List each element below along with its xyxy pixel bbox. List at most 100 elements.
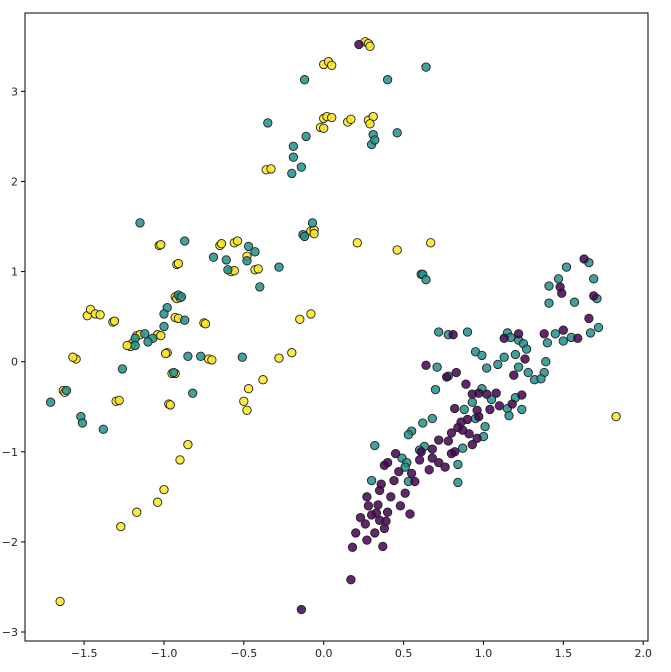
scatter-point [309, 229, 319, 239]
y-tick-label: −2 [2, 536, 18, 549]
scatter-point [450, 403, 460, 414]
scatter-point [521, 344, 532, 354]
scatter-point [421, 62, 431, 72]
scatter-point [573, 333, 583, 343]
scatter-point [135, 218, 145, 228]
scatter-point [382, 75, 393, 85]
scatter-point [370, 528, 380, 538]
scatter-point [446, 448, 457, 459]
scatter-point [299, 231, 310, 242]
scatter-point [430, 384, 441, 395]
scatter-point [520, 354, 530, 364]
scatter-point [208, 252, 219, 262]
scatter-point [183, 439, 193, 450]
scatter-point [362, 492, 372, 502]
scatter-point [296, 604, 307, 615]
x-tick-label: 1.0 [475, 647, 493, 660]
scatter-point [306, 309, 316, 319]
y-tick-label: 0 [11, 356, 18, 369]
scatter-point [462, 327, 473, 337]
scatter-point [611, 411, 621, 422]
scatter-point [175, 455, 185, 465]
scatter-point [379, 460, 390, 470]
scatter-point [584, 313, 594, 324]
scatter-point [159, 309, 169, 319]
scatter-point [472, 433, 482, 443]
y-tick-label: 2 [11, 175, 18, 188]
scatter-point [558, 325, 568, 335]
scatter-point [288, 152, 299, 162]
scatter-point [461, 379, 471, 389]
scatter-point [366, 510, 377, 520]
scatter-point [541, 357, 551, 367]
scatter-point [416, 447, 426, 457]
scatter-point [366, 475, 377, 486]
scatter-point [448, 330, 458, 340]
scatter-point [183, 351, 193, 361]
scatter-point [427, 413, 437, 424]
scatter-point [421, 275, 431, 285]
scatter-point [569, 297, 580, 307]
scatter-point [159, 484, 169, 495]
scatter-point [299, 75, 310, 85]
scatter-point [504, 411, 514, 421]
x-tick-label: −1.0 [151, 647, 178, 660]
scatter-point [403, 430, 414, 440]
scatter-point [442, 372, 452, 382]
scatter-point [301, 131, 311, 142]
scatter-point [458, 443, 468, 453]
scatter-point [443, 436, 453, 446]
scatter-point [221, 255, 231, 265]
scatter-point [347, 542, 358, 552]
scatter-point [474, 388, 484, 398]
scatter-point [421, 360, 431, 370]
scatter-point [477, 350, 487, 361]
x-tick-label: 0.5 [395, 647, 413, 660]
scatter-point [405, 509, 415, 519]
scatter-point [253, 264, 263, 274]
scatter-point [365, 41, 375, 51]
scatter-point [467, 439, 477, 450]
scatter-point [392, 245, 402, 255]
scatter-point [216, 239, 227, 249]
scatter-point [165, 400, 176, 410]
y-tick-label: 3 [11, 85, 18, 98]
scatter-point [493, 359, 503, 370]
scatter-point [362, 535, 372, 545]
scatter-point [180, 236, 190, 246]
scatter-point [485, 404, 495, 415]
scatter-point [98, 424, 108, 434]
scatter-point [561, 262, 572, 272]
scatter-point [274, 262, 284, 272]
scatter-point [346, 575, 356, 585]
scatter-point [354, 39, 364, 50]
scatter-point [510, 349, 521, 360]
scatter-point [307, 218, 318, 228]
scatter-point [223, 265, 233, 275]
scatter-point [374, 515, 385, 525]
scatter-point [434, 327, 444, 337]
scatter-point [579, 254, 589, 264]
scatter-point [400, 462, 410, 472]
scatter-point [509, 370, 519, 380]
scatter-point [117, 364, 128, 374]
scatter-point [173, 258, 184, 269]
scatter-point [77, 418, 88, 428]
scatter-point [176, 292, 187, 302]
scatter-point [491, 388, 501, 398]
scatter-point [557, 288, 567, 298]
scatter-point [558, 336, 568, 346]
scatter-point [517, 390, 527, 400]
scatter-point [459, 404, 469, 415]
scatter-point [200, 319, 211, 329]
scatter-point [544, 281, 554, 291]
scatter-point [351, 528, 361, 538]
scatter-point [482, 363, 492, 373]
scatter-point [480, 421, 490, 432]
scatter-point [585, 328, 596, 338]
scatter-point [414, 455, 425, 465]
scatter-point [242, 405, 252, 415]
scatter-point [45, 397, 56, 407]
scatter-point [130, 340, 140, 351]
scatter-point [114, 395, 124, 406]
